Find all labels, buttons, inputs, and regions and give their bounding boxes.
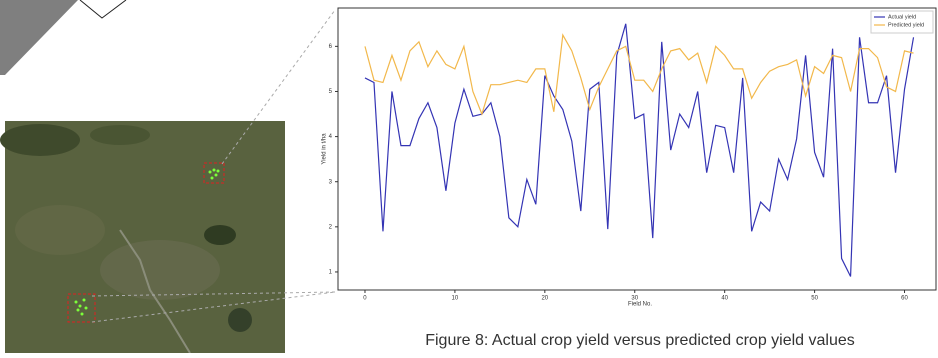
caption: Figure 8: Actual crop yield versus predi… (425, 332, 855, 349)
y-tick-label: 3 (329, 179, 333, 185)
figure: Figure 8: Actual crop yield versus predi… (0, 0, 938, 353)
x-tick-label: 30 (631, 296, 638, 302)
image-patch (100, 240, 220, 300)
legend-label: Actual yield (888, 14, 916, 20)
y-tick-label: 5 (329, 89, 333, 95)
image-patch (15, 205, 105, 255)
decoration-outline (80, 0, 126, 18)
y-tick-label: 1 (329, 270, 333, 276)
image-patch (90, 125, 150, 145)
x-tick-label: 20 (541, 296, 548, 302)
page: Figure 8: Actual crop yield versus predi… (0, 0, 938, 358)
decoration (0, 0, 78, 75)
x-tick-label: 40 (721, 296, 728, 302)
y-tick-label: 4 (329, 134, 333, 140)
x-tick-label: 10 (452, 296, 459, 302)
satellite-image (0, 121, 285, 353)
x-tick-label: 60 (901, 296, 908, 302)
x-tick-label: 0 (363, 296, 367, 302)
legend-label: Predicted yield (888, 22, 924, 28)
x-tick-label: 50 (811, 296, 818, 302)
x-axis-label: Field No. (628, 302, 652, 308)
y-axis-label: Yield in t/ha (322, 133, 328, 165)
image-patch (0, 124, 80, 156)
plot-frame (338, 8, 936, 290)
y-tick-label: 6 (329, 44, 333, 50)
decoration-outline (80, 0, 126, 18)
y-tick-label: 2 (329, 224, 333, 230)
image-patch (228, 308, 252, 332)
image-patch (204, 225, 236, 245)
